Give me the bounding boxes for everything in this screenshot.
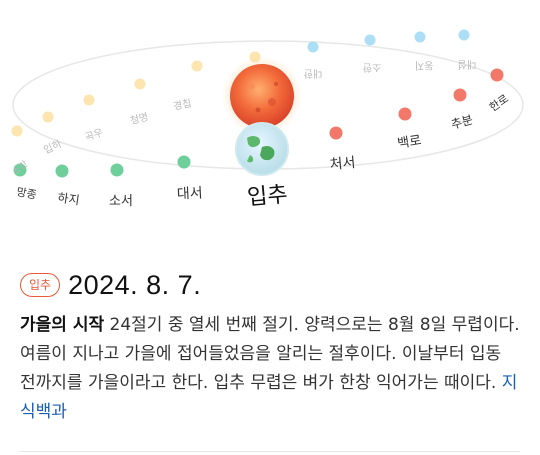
term-label-17[interactable]: 곡우 — [83, 127, 104, 144]
term-label-9[interactable]: 한로 — [487, 92, 511, 114]
earth-icon — [235, 122, 289, 176]
term-marker-7[interactable] — [398, 107, 412, 121]
term-marker-2[interactable] — [55, 164, 69, 178]
term-marker-8[interactable] — [453, 88, 467, 102]
selected-term-label: 입추 — [246, 182, 289, 210]
term-label-16[interactable]: 청명 — [129, 111, 150, 127]
sun-icon — [222, 56, 302, 136]
term-label-12[interactable]: 동지 — [415, 59, 433, 71]
knowledge-encyclopedia-link[interactable]: 지식백과 — [20, 373, 518, 422]
solar-term-orbit-diagram: 망종하지소서대서처서백로추분한로대한소한동지대설수우경칩청명곡우입하소만 입추 — [11, 29, 524, 211]
date-row: 입추 2024. 8. 7. — [20, 265, 520, 305]
term-heading: 가을의 시작 — [20, 315, 105, 335]
term-marker-9[interactable] — [490, 68, 504, 82]
term-marker-19[interactable] — [11, 125, 23, 137]
term-label-7[interactable]: 백로 — [396, 133, 422, 152]
term-marker-1[interactable] — [13, 163, 27, 177]
term-label-8[interactable]: 추분 — [449, 113, 474, 132]
term-info-panel: 입추 2024. 8. 7. 가을의 시작 24절기 중 열세 번째 절기. 양… — [20, 265, 520, 427]
term-label-15[interactable]: 경칩 — [172, 96, 193, 113]
term-description: 가을의 시작 24절기 중 열세 번째 절기. 양력으로는 8월 8일 무렵이다… — [20, 311, 520, 427]
term-label-19[interactable]: 소만 — [11, 159, 31, 178]
term-marker-12[interactable] — [414, 31, 426, 43]
term-marker-10[interactable] — [307, 41, 319, 53]
bottom-divider — [20, 451, 520, 452]
term-marker-15[interactable] — [191, 60, 203, 72]
term-marker-11[interactable] — [364, 34, 376, 46]
term-label-1[interactable]: 망종 — [16, 185, 38, 201]
term-label-4[interactable]: 대서 — [177, 185, 204, 202]
term-label-6[interactable]: 처서 — [329, 155, 356, 173]
term-marker-4[interactable] — [177, 155, 191, 169]
term-label-2[interactable]: 하지 — [57, 191, 81, 208]
term-marker-6[interactable] — [329, 126, 343, 140]
term-label-10[interactable]: 대한 — [304, 67, 322, 79]
term-badge: 입추 — [20, 273, 61, 297]
term-marker-3[interactable] — [110, 163, 124, 177]
term-marker-16[interactable] — [134, 78, 146, 90]
term-label-13[interactable]: 대설 — [458, 58, 476, 70]
term-marker-13[interactable] — [458, 29, 470, 41]
term-date: 2024. 8. 7. — [68, 269, 202, 300]
term-label-11[interactable]: 소한 — [363, 61, 381, 73]
term-marker-17[interactable] — [83, 94, 95, 106]
term-description-text: 24절기 중 열세 번째 절기. 양력으로는 8월 8일 무렵이다. 여름이 지… — [20, 315, 520, 393]
term-label-3[interactable]: 소서 — [109, 194, 133, 209]
term-marker-18[interactable] — [42, 111, 54, 123]
